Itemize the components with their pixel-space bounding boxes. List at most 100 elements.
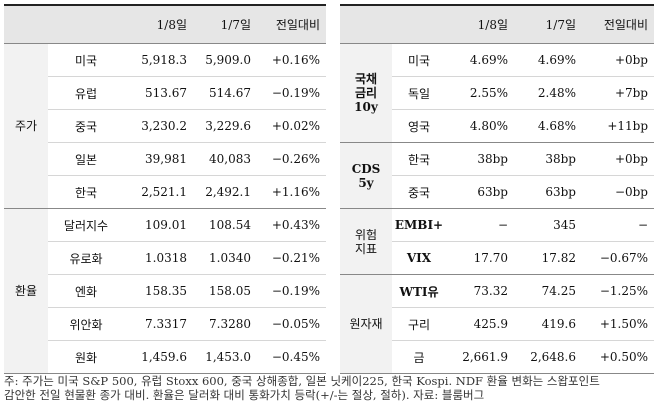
value-date1: 425.9 — [473, 317, 508, 331]
value-change: +11bp — [607, 119, 648, 133]
value-change: +0.02% — [271, 119, 320, 133]
value-date1: 2.55% — [469, 86, 508, 100]
row-name: 일본 — [74, 152, 98, 167]
row-name: WTI유 — [399, 284, 439, 299]
row-name: 위안화 — [69, 317, 103, 332]
header-item — [392, 5, 446, 44]
value-change: −0.19% — [271, 284, 320, 298]
value-date1: 2,661.9 — [462, 350, 508, 364]
value-date2: 40,083 — [209, 152, 251, 166]
value-date1: 39,981 — [145, 152, 187, 166]
value-change: +7bp — [614, 86, 648, 100]
value-change: −1.25% — [599, 284, 648, 298]
value-change: −0.19% — [271, 86, 320, 100]
table-row: 독일 2.55% 2.48% +7bp — [340, 77, 654, 110]
row-name: 구리 — [407, 317, 431, 332]
value-date1: 4.80% — [469, 119, 508, 133]
value-date1: 2,521.1 — [141, 185, 187, 199]
group-label-text: 국채 금리 10y — [354, 72, 378, 114]
value-date1: 17.70 — [473, 251, 508, 265]
group-label-text: 위험 지표 — [354, 227, 378, 256]
table-row: 환율 달러지수 109.01 108.54 +0.43% — [4, 208, 326, 374]
value-date1: 513.67 — [145, 86, 187, 100]
value-change: −0.26% — [271, 152, 320, 166]
value-change: +0bp — [614, 53, 648, 67]
value-date2: 38bp — [545, 152, 576, 166]
group-label-risk: 위험 지표 — [340, 208, 392, 275]
value-change: −0.05% — [271, 317, 320, 331]
value-date2: 1.0340 — [209, 251, 251, 265]
header-item — [48, 5, 124, 44]
row-name: 원화 — [74, 350, 98, 365]
value-date1: 38bp — [477, 152, 508, 166]
value-date2: 7.3280 — [209, 317, 251, 331]
table-row: 국채 금리 10y 미국 4.69% 4.69% +0bp — [340, 43, 654, 143]
value-date2: 3,229.6 — [205, 119, 251, 133]
table-row: 한국 2,521.1 2,492.1 +1.16% — [4, 176, 326, 209]
value-change: −0.45% — [271, 350, 320, 364]
row-name: 달러지수 — [63, 218, 109, 233]
header-date2: 1/7일 — [193, 5, 257, 44]
header-date2: 1/7일 — [514, 5, 582, 44]
table-row: 금 2,661.9 2,648.6 +0.50% — [340, 341, 654, 374]
value-date2: 419.6 — [541, 317, 576, 331]
row-name: 독일 — [407, 86, 431, 101]
row-name: EMBI+ — [394, 218, 444, 232]
header-row: 1/8일 1/7일 전일대비 — [4, 5, 326, 44]
value-date1: 73.32 — [473, 284, 508, 298]
group-label-text: CDS 5y — [351, 161, 381, 190]
value-date2: 514.67 — [209, 86, 251, 100]
value-change: −0.21% — [271, 251, 320, 265]
footnote-line: 주: 주가는 미국 S&P 500, 유럽 Stoxx 600, 중국 상해종합… — [4, 374, 600, 388]
value-change: +1.50% — [599, 317, 648, 331]
row-name: 영국 — [407, 119, 431, 134]
value-date2: 345 — [553, 218, 576, 232]
row-name: 중국 — [74, 119, 98, 134]
group-label-bond-yield: 국채 금리 10y — [340, 43, 392, 143]
value-date1: 7.3317 — [145, 317, 187, 331]
row-name: 유로화 — [69, 251, 103, 266]
value-change: +0.50% — [599, 350, 648, 364]
value-date1: − — [497, 218, 508, 232]
left-market-table: 1/8일 1/7일 전일대비 주가 미국 5,918.3 5,909.0 +0.… — [4, 4, 326, 374]
table-row: 원자재 WTI유 73.32 74.25 −1.25% — [340, 274, 654, 374]
table-row: 위안화 7.3317 7.3280 −0.05% — [4, 308, 326, 341]
value-change: +0.43% — [271, 218, 320, 232]
table-row: 중국 63bp 63bp −0bp — [340, 176, 654, 209]
group-label-stocks: 주가 — [4, 43, 48, 209]
value-change: +0.16% — [271, 53, 320, 67]
table-row: 영국 4.80% 4.68% +11bp — [340, 110, 654, 143]
value-date1: 4.69% — [469, 53, 508, 67]
row-name: 엔화 — [74, 284, 98, 299]
header-row: 1/8일 1/7일 전일대비 — [340, 5, 654, 44]
value-date1: 3,230.2 — [141, 119, 187, 133]
table-row: CDS 5y 한국 38bp 38bp +0bp — [340, 142, 654, 209]
table-row: 주가 미국 5,918.3 5,909.0 +0.16% — [4, 43, 326, 209]
value-date2: 108.54 — [209, 218, 251, 232]
value-date2: 74.25 — [541, 284, 576, 298]
table-row: 엔화 158.35 158.05 −0.19% — [4, 275, 326, 308]
value-date2: 158.05 — [209, 284, 251, 298]
row-name: VIX — [406, 251, 432, 265]
footnote-line: 감안한 전일 현물환 종가 대비. 환율은 달러화 대비 통화가치 등락(+/-… — [4, 388, 485, 401]
row-name: 유럽 — [74, 86, 98, 101]
table-row: 구리 425.9 419.6 +1.50% — [340, 308, 654, 341]
row-name: 미국 — [407, 53, 431, 68]
group-label-commodities: 원자재 — [340, 274, 392, 374]
value-date2: 5,909.0 — [205, 53, 251, 67]
value-change: +1.16% — [271, 185, 320, 199]
table-row: 일본 39,981 40,083 −0.26% — [4, 143, 326, 176]
value-date2: 2,492.1 — [205, 185, 251, 199]
value-date1: 1.0318 — [145, 251, 187, 265]
value-date2: 63bp — [545, 185, 576, 199]
value-date1: 5,918.3 — [141, 53, 187, 67]
row-name: 한국 — [407, 152, 431, 167]
value-date2: 2,648.6 — [530, 350, 576, 364]
group-label-cds: CDS 5y — [340, 142, 392, 209]
value-change: −0.67% — [599, 251, 648, 265]
row-name: 한국 — [74, 185, 98, 200]
value-date2: 17.82 — [541, 251, 576, 265]
table-row: 유로화 1.0318 1.0340 −0.21% — [4, 242, 326, 275]
table-row: 유럽 513.67 514.67 −0.19% — [4, 77, 326, 110]
header-group — [4, 5, 48, 44]
